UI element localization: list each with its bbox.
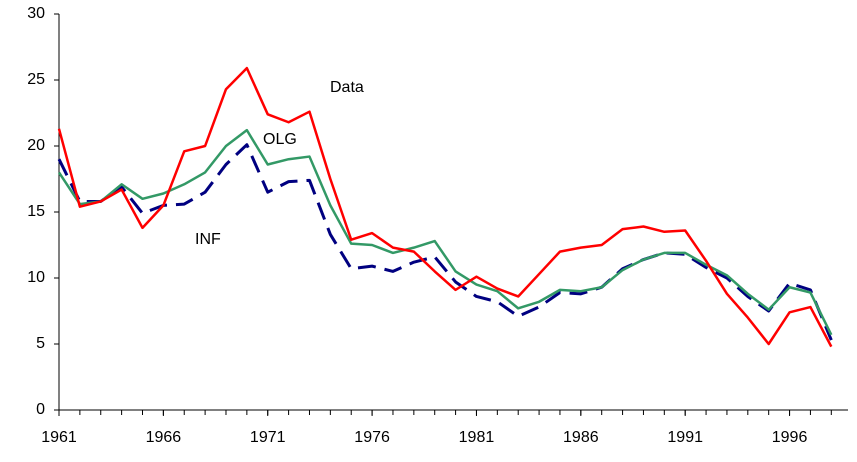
y-tick-label: 30 (27, 5, 45, 22)
series-label: Data (330, 79, 364, 96)
y-tick-label: 20 (27, 137, 45, 154)
series-line (57, 128, 833, 336)
x-tick-label: 1976 (354, 429, 390, 446)
series-label: INF (195, 231, 221, 248)
x-tick-label: 1981 (459, 429, 495, 446)
x-tick-label: 1961 (41, 429, 77, 446)
series-line (57, 66, 833, 348)
x-tick-label: 1991 (667, 429, 703, 446)
y-tick-label: 0 (36, 401, 45, 418)
x-tick-label: 1966 (146, 429, 182, 446)
y-tick-label: 25 (27, 71, 45, 88)
series-line (57, 143, 833, 341)
series-label: OLG (263, 131, 297, 148)
x-tick-label: 1971 (250, 429, 286, 446)
x-tick-label: 1986 (563, 429, 599, 446)
x-tick-label: 1996 (772, 429, 808, 446)
y-tick-label: 5 (36, 335, 45, 352)
y-tick-label: 10 (27, 269, 45, 286)
y-tick-label: 15 (27, 203, 45, 220)
